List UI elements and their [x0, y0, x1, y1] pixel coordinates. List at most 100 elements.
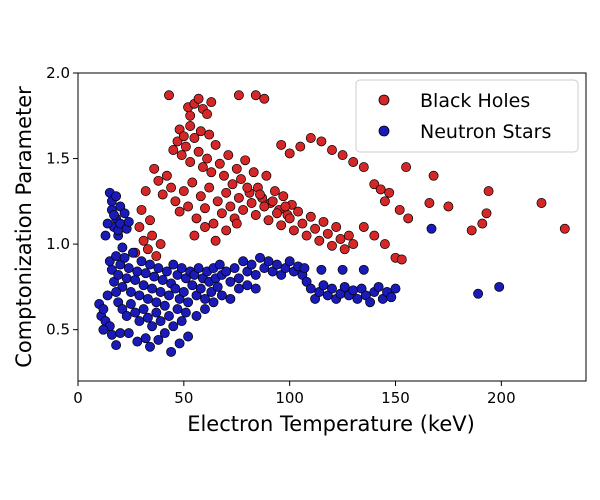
- data-point-black-holes: [401, 162, 412, 173]
- data-point-black-holes: [280, 201, 291, 212]
- data-point-black-holes: [375, 184, 386, 195]
- data-point-neutron-stars: [365, 297, 376, 308]
- data-point-black-holes: [231, 218, 242, 229]
- data-point-black-holes: [170, 196, 181, 207]
- data-point-black-holes: [191, 213, 202, 224]
- data-point-black-holes: [223, 150, 234, 161]
- data-point-neutron-stars: [373, 281, 384, 292]
- data-point-black-holes: [403, 213, 414, 224]
- data-point-neutron-stars: [246, 259, 257, 270]
- data-point-neutron-stars: [115, 328, 126, 339]
- data-point-black-holes: [202, 153, 213, 164]
- data-point-black-holes: [238, 204, 249, 215]
- data-point-black-holes: [379, 239, 390, 250]
- data-point-neutron-stars: [128, 247, 138, 258]
- data-point-black-holes: [195, 191, 206, 202]
- x-tick-label: 100: [275, 389, 304, 407]
- x-axis-label: Electron Temperature (keV): [187, 412, 475, 436]
- data-point-black-holes: [384, 187, 395, 198]
- data-point-neutron-stars: [138, 280, 149, 291]
- data-point-neutron-stars: [352, 293, 363, 304]
- data-point-black-holes: [327, 145, 337, 155]
- data-point-neutron-stars: [157, 275, 168, 285]
- data-point-black-holes: [466, 225, 477, 236]
- data-point-neutron-stars: [225, 293, 236, 304]
- legend-label-black-holes: Black Holes: [420, 90, 530, 112]
- data-point-black-holes: [204, 129, 215, 140]
- data-point-neutron-stars: [200, 293, 210, 304]
- data-point-black-holes: [189, 230, 200, 241]
- data-point-black-holes: [477, 218, 488, 229]
- data-point-neutron-stars: [390, 283, 401, 294]
- data-point-black-holes: [424, 198, 435, 208]
- data-point-black-holes: [250, 90, 261, 101]
- data-point-neutron-stars: [145, 341, 155, 352]
- data-point-black-holes: [212, 196, 223, 207]
- data-point-neutron-stars: [337, 264, 348, 275]
- data-point-black-holes: [276, 220, 287, 231]
- data-point-neutron-stars: [132, 336, 143, 347]
- data-point-black-holes: [138, 235, 149, 246]
- legend-label-neutron-stars: Neutron Stars: [420, 121, 551, 143]
- data-point-black-holes: [206, 167, 217, 178]
- data-point-neutron-stars: [145, 259, 155, 270]
- legend-box: [355, 79, 579, 153]
- data-point-black-holes: [202, 109, 213, 120]
- data-point-black-holes: [168, 145, 179, 155]
- data-point-neutron-stars: [166, 346, 177, 357]
- data-point-black-holes: [343, 230, 354, 241]
- data-point-neutron-stars: [155, 316, 166, 327]
- data-point-neutron-stars: [111, 287, 122, 297]
- data-point-black-holes: [250, 210, 261, 220]
- data-point-neutron-stars: [233, 273, 244, 284]
- data-point-black-holes: [185, 121, 196, 131]
- data-point-neutron-stars: [123, 216, 134, 227]
- data-point-neutron-stars: [138, 304, 149, 315]
- data-point-neutron-stars: [170, 283, 181, 294]
- data-point-neutron-stars: [98, 324, 109, 335]
- data-point-black-holes: [136, 204, 147, 215]
- data-point-black-holes: [259, 93, 270, 104]
- data-point-black-holes: [536, 198, 547, 208]
- data-point-neutron-stars: [117, 242, 128, 253]
- data-point-neutron-stars: [102, 218, 113, 229]
- data-point-black-holes: [284, 148, 295, 159]
- data-point-neutron-stars: [147, 283, 158, 294]
- data-point-black-holes: [227, 179, 238, 190]
- data-point-black-holes: [134, 222, 145, 232]
- data-point-black-holes: [187, 177, 198, 188]
- data-point-black-holes: [369, 230, 380, 241]
- data-point-black-holes: [206, 97, 217, 108]
- data-point-neutron-stars: [229, 263, 240, 274]
- data-point-black-holes: [295, 141, 306, 152]
- data-point-neutron-stars: [214, 259, 225, 270]
- data-point-black-holes: [185, 157, 196, 167]
- data-point-neutron-stars: [111, 340, 122, 351]
- data-point-black-holes: [204, 182, 215, 193]
- data-point-neutron-stars: [216, 290, 227, 301]
- data-point-black-holes: [261, 170, 272, 181]
- data-point-neutron-stars: [106, 329, 117, 340]
- data-point-neutron-stars: [318, 280, 329, 291]
- data-point-black-holes: [267, 196, 278, 207]
- data-point-neutron-stars: [176, 263, 187, 274]
- data-point-black-holes: [327, 240, 337, 251]
- data-point-neutron-stars: [168, 321, 179, 332]
- data-point-black-holes: [174, 206, 185, 217]
- data-point-neutron-stars: [174, 338, 185, 349]
- data-point-neutron-stars: [233, 283, 244, 294]
- data-point-black-holes: [189, 133, 200, 143]
- data-point-black-holes: [358, 222, 369, 232]
- data-point-neutron-stars: [164, 290, 174, 301]
- data-point-black-holes: [178, 131, 189, 142]
- data-point-black-holes: [161, 170, 172, 181]
- y-tick-label: 2.0: [46, 64, 70, 82]
- y-tick-label: 0.5: [46, 321, 70, 339]
- legend-marker-black-holes: [378, 94, 390, 106]
- data-point-neutron-stars: [125, 287, 136, 297]
- data-point-black-holes: [305, 211, 316, 222]
- data-point-black-holes: [305, 133, 316, 143]
- data-point-black-holes: [358, 162, 369, 173]
- data-point-black-holes: [288, 225, 299, 236]
- data-point-black-holes: [248, 167, 259, 178]
